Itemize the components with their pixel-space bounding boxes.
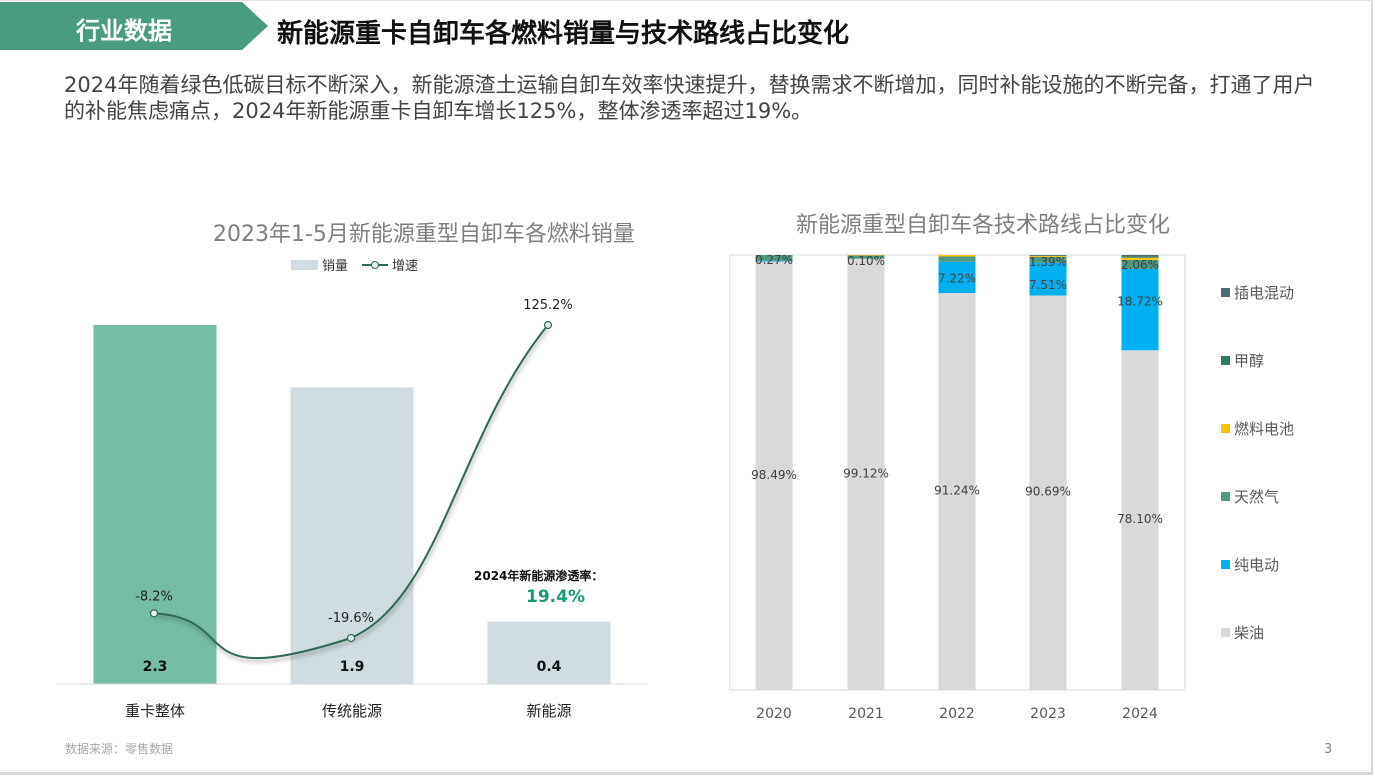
legend-label-sales: 销量 [322, 259, 349, 274]
segment-label-天然气-2023: 1.39% [1029, 255, 1067, 269]
legend-swatch [1221, 628, 1230, 637]
segment-label-天然气-2020: 0.27% [755, 253, 793, 267]
legend-item-甲醇: 甲醇 [1221, 350, 1264, 371]
segment-纯电动-2020 [755, 260, 793, 262]
segment-柴油-2024 [1121, 350, 1159, 690]
page-title: 新能源重卡自卸车各燃料销量与技术路线占比变化 [277, 19, 850, 49]
segment-纯电动-2022 [938, 261, 976, 294]
legend-item-纯电动: 纯电动 [1221, 554, 1279, 575]
section-tag: 行业数据 [0, 2, 268, 50]
sales-bar-label-0: 2.3 [143, 659, 168, 675]
legend-swatch [1221, 356, 1230, 365]
legend-swatch [1221, 560, 1230, 569]
segment-label-纯电动-2022: 7.22% [938, 271, 976, 285]
segment-甲醇-2024 [1121, 256, 1159, 258]
segment-柴油-2022 [938, 293, 976, 690]
legend-swatch-growth [362, 259, 389, 271]
year-label-2022: 2022 [939, 706, 975, 722]
segment-纯电动-2024 [1121, 268, 1159, 351]
legend-swatch [1221, 424, 1230, 433]
segment-纯电动-2023 [1029, 262, 1067, 296]
legend-item-天然气: 天然气 [1221, 486, 1279, 507]
growth-label-2: 125.2% [523, 298, 573, 313]
segment-label-纯电动-2023: 7.51% [1029, 278, 1067, 292]
segment-天然气-2024 [1121, 259, 1159, 269]
right-chart-title: 新能源重型自卸车各技术路线占比变化 [796, 213, 1171, 238]
segment-柴油-2021 [847, 258, 885, 690]
legend-label: 甲醇 [1234, 352, 1265, 370]
segment-柴油-2023 [1029, 295, 1067, 690]
legend-swatch-sales [291, 259, 318, 270]
page-number: 3 [1324, 742, 1333, 757]
penetration-value: 19.4% [526, 587, 585, 607]
year-label-2021: 2021 [848, 706, 884, 722]
legend-label: 天然气 [1234, 488, 1280, 506]
legend-label: 纯电动 [1234, 556, 1280, 574]
segment-label-柴油-2020: 98.49% [751, 468, 797, 482]
segment-燃料电池-2021 [847, 255, 885, 257]
segment-天然气-2023 [1029, 256, 1067, 263]
segment-label-柴油-2023: 90.69% [1025, 485, 1071, 499]
summary-text: 2024年随着绿色低碳目标不断深入，新能源渣土运输自卸车效率快速提升，替换需求不… [64, 73, 1315, 123]
segment-天然气-2020 [755, 255, 793, 261]
growth-point-2 [543, 320, 553, 330]
legend-swatch [1221, 492, 1230, 501]
data-source: 数据来源：零售数据 [65, 742, 174, 756]
category-label-1: 传统能源 [322, 702, 382, 720]
legend-item-燃料电池: 燃料电池 [1221, 418, 1294, 439]
left-chart-title: 2023年1-5月新能源重型自卸车各燃料销量 [213, 222, 635, 247]
legend-label: 柴油 [1234, 624, 1265, 642]
legend-item-插电混动: 插电混动 [1221, 282, 1294, 303]
legend-label: 燃料电池 [1234, 420, 1295, 438]
segment-天然气-2021 [847, 256, 885, 259]
legend-label-growth: 增速 [392, 259, 419, 274]
category-label-0: 重卡整体 [125, 702, 185, 720]
sales-bar-2 [487, 621, 611, 684]
sales-bar-label-2: 0.4 [537, 659, 562, 675]
year-label-2023: 2023 [1030, 706, 1066, 722]
segment-label-柴油-2022: 91.24% [934, 484, 980, 498]
sales-bar-label-1: 1.9 [340, 659, 365, 675]
segment-label-天然气-2024: 2.06% [1121, 258, 1159, 272]
category-label-2: 新能源 [526, 702, 571, 720]
growth-label-0: -8.2% [135, 589, 173, 604]
year-label-2020: 2020 [756, 706, 792, 722]
segment-柴油-2020 [755, 261, 793, 690]
left-chart-legend: 销量 增速 [291, 255, 418, 274]
segment-label-纯电动-2024: 18.72% [1117, 295, 1163, 309]
legend-swatch [1221, 288, 1230, 297]
segment-label-天然气-2021: 0.10% [847, 254, 885, 268]
segment-天然气-2022 [938, 256, 976, 262]
legend-item-柴油: 柴油 [1221, 622, 1264, 643]
growth-label-1: -19.6% [328, 611, 374, 626]
segment-插电混动-2024 [1121, 255, 1159, 257]
segment-label-柴油-2021: 99.12% [843, 466, 889, 480]
segment-燃料电池-2023 [1029, 255, 1067, 257]
growth-point-1 [346, 633, 356, 643]
legend-label: 插电混动 [1234, 284, 1295, 302]
year-label-2024: 2024 [1122, 706, 1158, 722]
growth-point-0 [149, 609, 159, 618]
segment-燃料电池-2024 [1121, 257, 1159, 260]
penetration-label: 2024年新能源渗透率： [474, 569, 604, 583]
segment-label-柴油-2024: 78.10% [1117, 512, 1163, 526]
segment-燃料电池-2022 [938, 255, 976, 257]
section-tag-label: 行业数据 [76, 17, 172, 45]
